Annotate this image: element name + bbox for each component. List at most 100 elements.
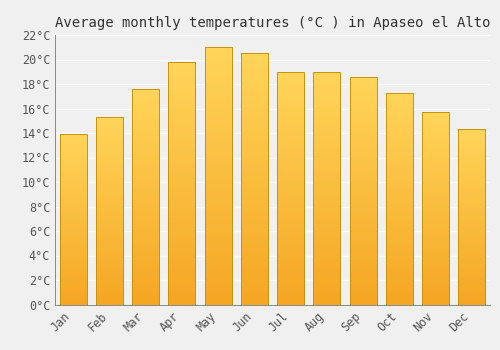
Bar: [277, 290, 304, 293]
Bar: [350, 214, 376, 216]
Bar: [241, 166, 268, 169]
Bar: [60, 139, 86, 141]
Bar: [277, 232, 304, 235]
Bar: [204, 118, 232, 121]
Bar: [241, 236, 268, 239]
Bar: [132, 218, 159, 221]
Bar: [277, 293, 304, 296]
Bar: [96, 171, 123, 173]
Bar: [241, 85, 268, 88]
Bar: [132, 261, 159, 264]
Bar: [204, 202, 232, 205]
Bar: [422, 220, 449, 223]
Bar: [168, 241, 196, 244]
Bar: [458, 259, 485, 261]
Bar: [458, 169, 485, 171]
Bar: [277, 278, 304, 281]
Bar: [314, 232, 340, 235]
Bar: [277, 287, 304, 290]
Bar: [350, 176, 376, 179]
Bar: [350, 270, 376, 273]
Bar: [96, 239, 123, 241]
Bar: [314, 92, 340, 95]
Bar: [168, 153, 196, 156]
Bar: [96, 281, 123, 284]
Bar: [314, 171, 340, 174]
Bar: [132, 194, 159, 197]
Bar: [132, 216, 159, 218]
Bar: [168, 265, 196, 268]
Bar: [277, 252, 304, 255]
Bar: [96, 145, 123, 148]
Bar: [277, 284, 304, 287]
Bar: [277, 104, 304, 107]
Bar: [386, 273, 413, 275]
Bar: [204, 298, 232, 301]
Bar: [277, 75, 304, 78]
Bar: [277, 83, 304, 86]
Bar: [314, 133, 340, 136]
Bar: [277, 200, 304, 203]
Bar: [458, 226, 485, 228]
Bar: [458, 193, 485, 195]
Bar: [96, 206, 123, 209]
Bar: [277, 267, 304, 270]
Bar: [60, 134, 86, 304]
Bar: [314, 240, 340, 243]
Bar: [60, 264, 86, 266]
Bar: [422, 204, 449, 206]
Bar: [422, 288, 449, 290]
Bar: [60, 277, 86, 279]
Bar: [132, 154, 159, 156]
Bar: [458, 265, 485, 267]
Bar: [96, 187, 123, 190]
Bar: [277, 182, 304, 185]
Bar: [241, 210, 268, 214]
Bar: [241, 282, 268, 286]
Bar: [241, 132, 268, 135]
Bar: [204, 182, 232, 186]
Bar: [458, 228, 485, 230]
Bar: [314, 95, 340, 98]
Bar: [241, 163, 268, 166]
Bar: [386, 132, 413, 135]
Bar: [60, 247, 86, 249]
Bar: [241, 232, 268, 236]
Bar: [350, 79, 376, 82]
Bar: [241, 53, 268, 56]
Bar: [96, 199, 123, 201]
Bar: [314, 209, 340, 211]
Bar: [241, 298, 268, 301]
Bar: [96, 117, 123, 119]
Bar: [314, 185, 340, 188]
Bar: [168, 299, 196, 301]
Bar: [314, 130, 340, 133]
Bar: [60, 153, 86, 155]
Bar: [96, 232, 123, 234]
Bar: [350, 196, 376, 199]
Bar: [458, 206, 485, 208]
Bar: [277, 296, 304, 299]
Bar: [241, 223, 268, 226]
Bar: [132, 121, 159, 124]
Bar: [386, 151, 413, 154]
Bar: [60, 219, 86, 222]
Bar: [314, 203, 340, 205]
Bar: [168, 177, 196, 180]
Bar: [277, 150, 304, 153]
Bar: [277, 86, 304, 89]
Bar: [422, 201, 449, 204]
Bar: [350, 85, 376, 88]
Bar: [132, 232, 159, 235]
Bar: [458, 234, 485, 237]
Bar: [422, 165, 449, 167]
Bar: [168, 274, 196, 277]
Bar: [458, 162, 485, 164]
Bar: [60, 204, 86, 206]
Bar: [241, 53, 268, 304]
Bar: [314, 235, 340, 238]
Bar: [204, 269, 232, 272]
Bar: [350, 162, 376, 165]
Bar: [168, 286, 196, 289]
Bar: [168, 62, 196, 65]
